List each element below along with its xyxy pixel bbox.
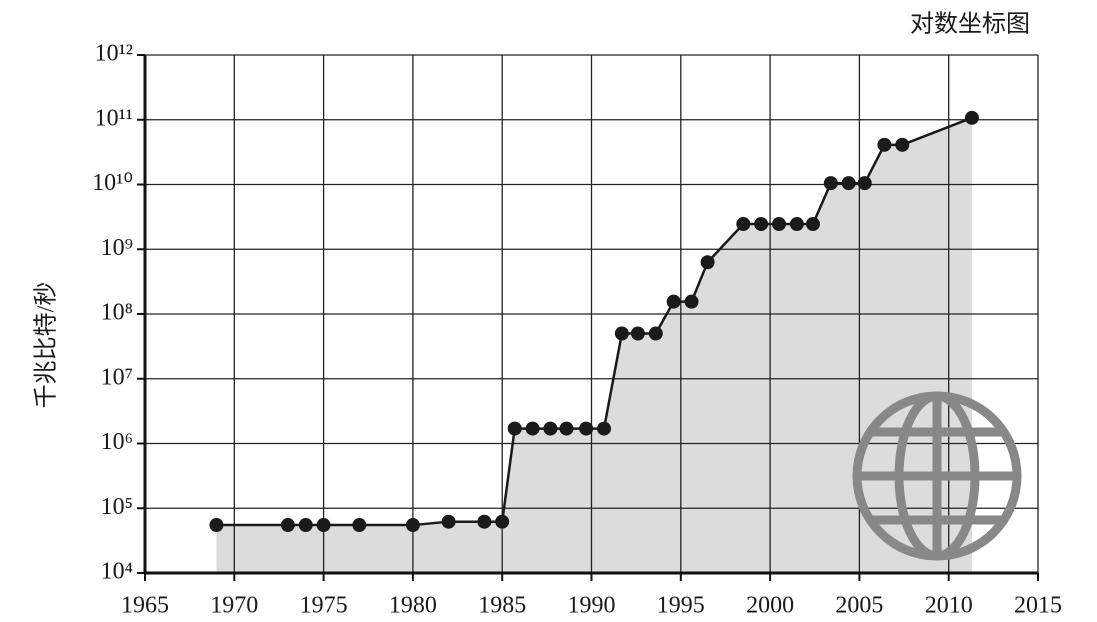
point <box>477 514 492 529</box>
point <box>405 518 420 533</box>
point <box>630 326 645 341</box>
x-tick-label: 1985 <box>478 593 526 619</box>
y-tick-label: 10⁸ <box>101 300 133 326</box>
point <box>507 421 522 436</box>
point <box>684 294 699 309</box>
y-tick-label: 10⁹ <box>101 235 133 261</box>
x-tick-label: 1975 <box>300 593 348 619</box>
x-tick-label: 1980 <box>389 593 437 619</box>
point <box>495 514 510 529</box>
y-tick-label: 10⁵ <box>101 494 133 520</box>
point <box>525 421 540 436</box>
point <box>964 110 979 125</box>
area <box>216 117 972 573</box>
point <box>857 176 872 191</box>
x-tick-label: 1965 <box>121 593 169 619</box>
point <box>352 518 367 533</box>
point <box>209 518 224 533</box>
y-tick-label: 10⁷ <box>101 364 133 390</box>
point <box>823 176 838 191</box>
point <box>316 518 331 533</box>
point <box>666 294 681 309</box>
y-tick-label: 10⁶ <box>101 429 133 455</box>
point <box>805 217 820 232</box>
y-tick-label: 10¹¹ <box>95 105 133 131</box>
x-tick-label: 1990 <box>568 593 616 619</box>
point <box>543 421 558 436</box>
point <box>754 217 769 232</box>
y-tick-label: 10⁴ <box>101 559 133 585</box>
x-tick-label: 2015 <box>1014 593 1062 619</box>
chart-title: 对数坐标图 <box>910 11 1030 38</box>
x-tick-label: 1970 <box>210 593 258 619</box>
point <box>895 137 910 152</box>
x-tick-label: 2005 <box>835 593 883 619</box>
point <box>877 137 892 152</box>
point <box>648 326 663 341</box>
point <box>614 326 629 341</box>
point <box>441 514 456 529</box>
point <box>841 176 856 191</box>
x-tick-label: 1995 <box>657 593 705 619</box>
y-tick-label: 10¹⁰ <box>92 170 133 196</box>
point <box>579 421 594 436</box>
y-axis-label: 千兆比特/秒 <box>33 282 60 409</box>
point <box>736 217 751 232</box>
point <box>559 421 574 436</box>
point <box>298 518 313 533</box>
y-tick-label: 10¹² <box>95 41 133 67</box>
point <box>280 518 295 533</box>
point <box>700 255 715 270</box>
point <box>789 217 804 232</box>
point <box>772 217 787 232</box>
x-tick-label: 2010 <box>925 593 973 619</box>
x-tick-label: 2000 <box>746 593 794 619</box>
globe-icon <box>852 391 1022 561</box>
point <box>597 421 612 436</box>
